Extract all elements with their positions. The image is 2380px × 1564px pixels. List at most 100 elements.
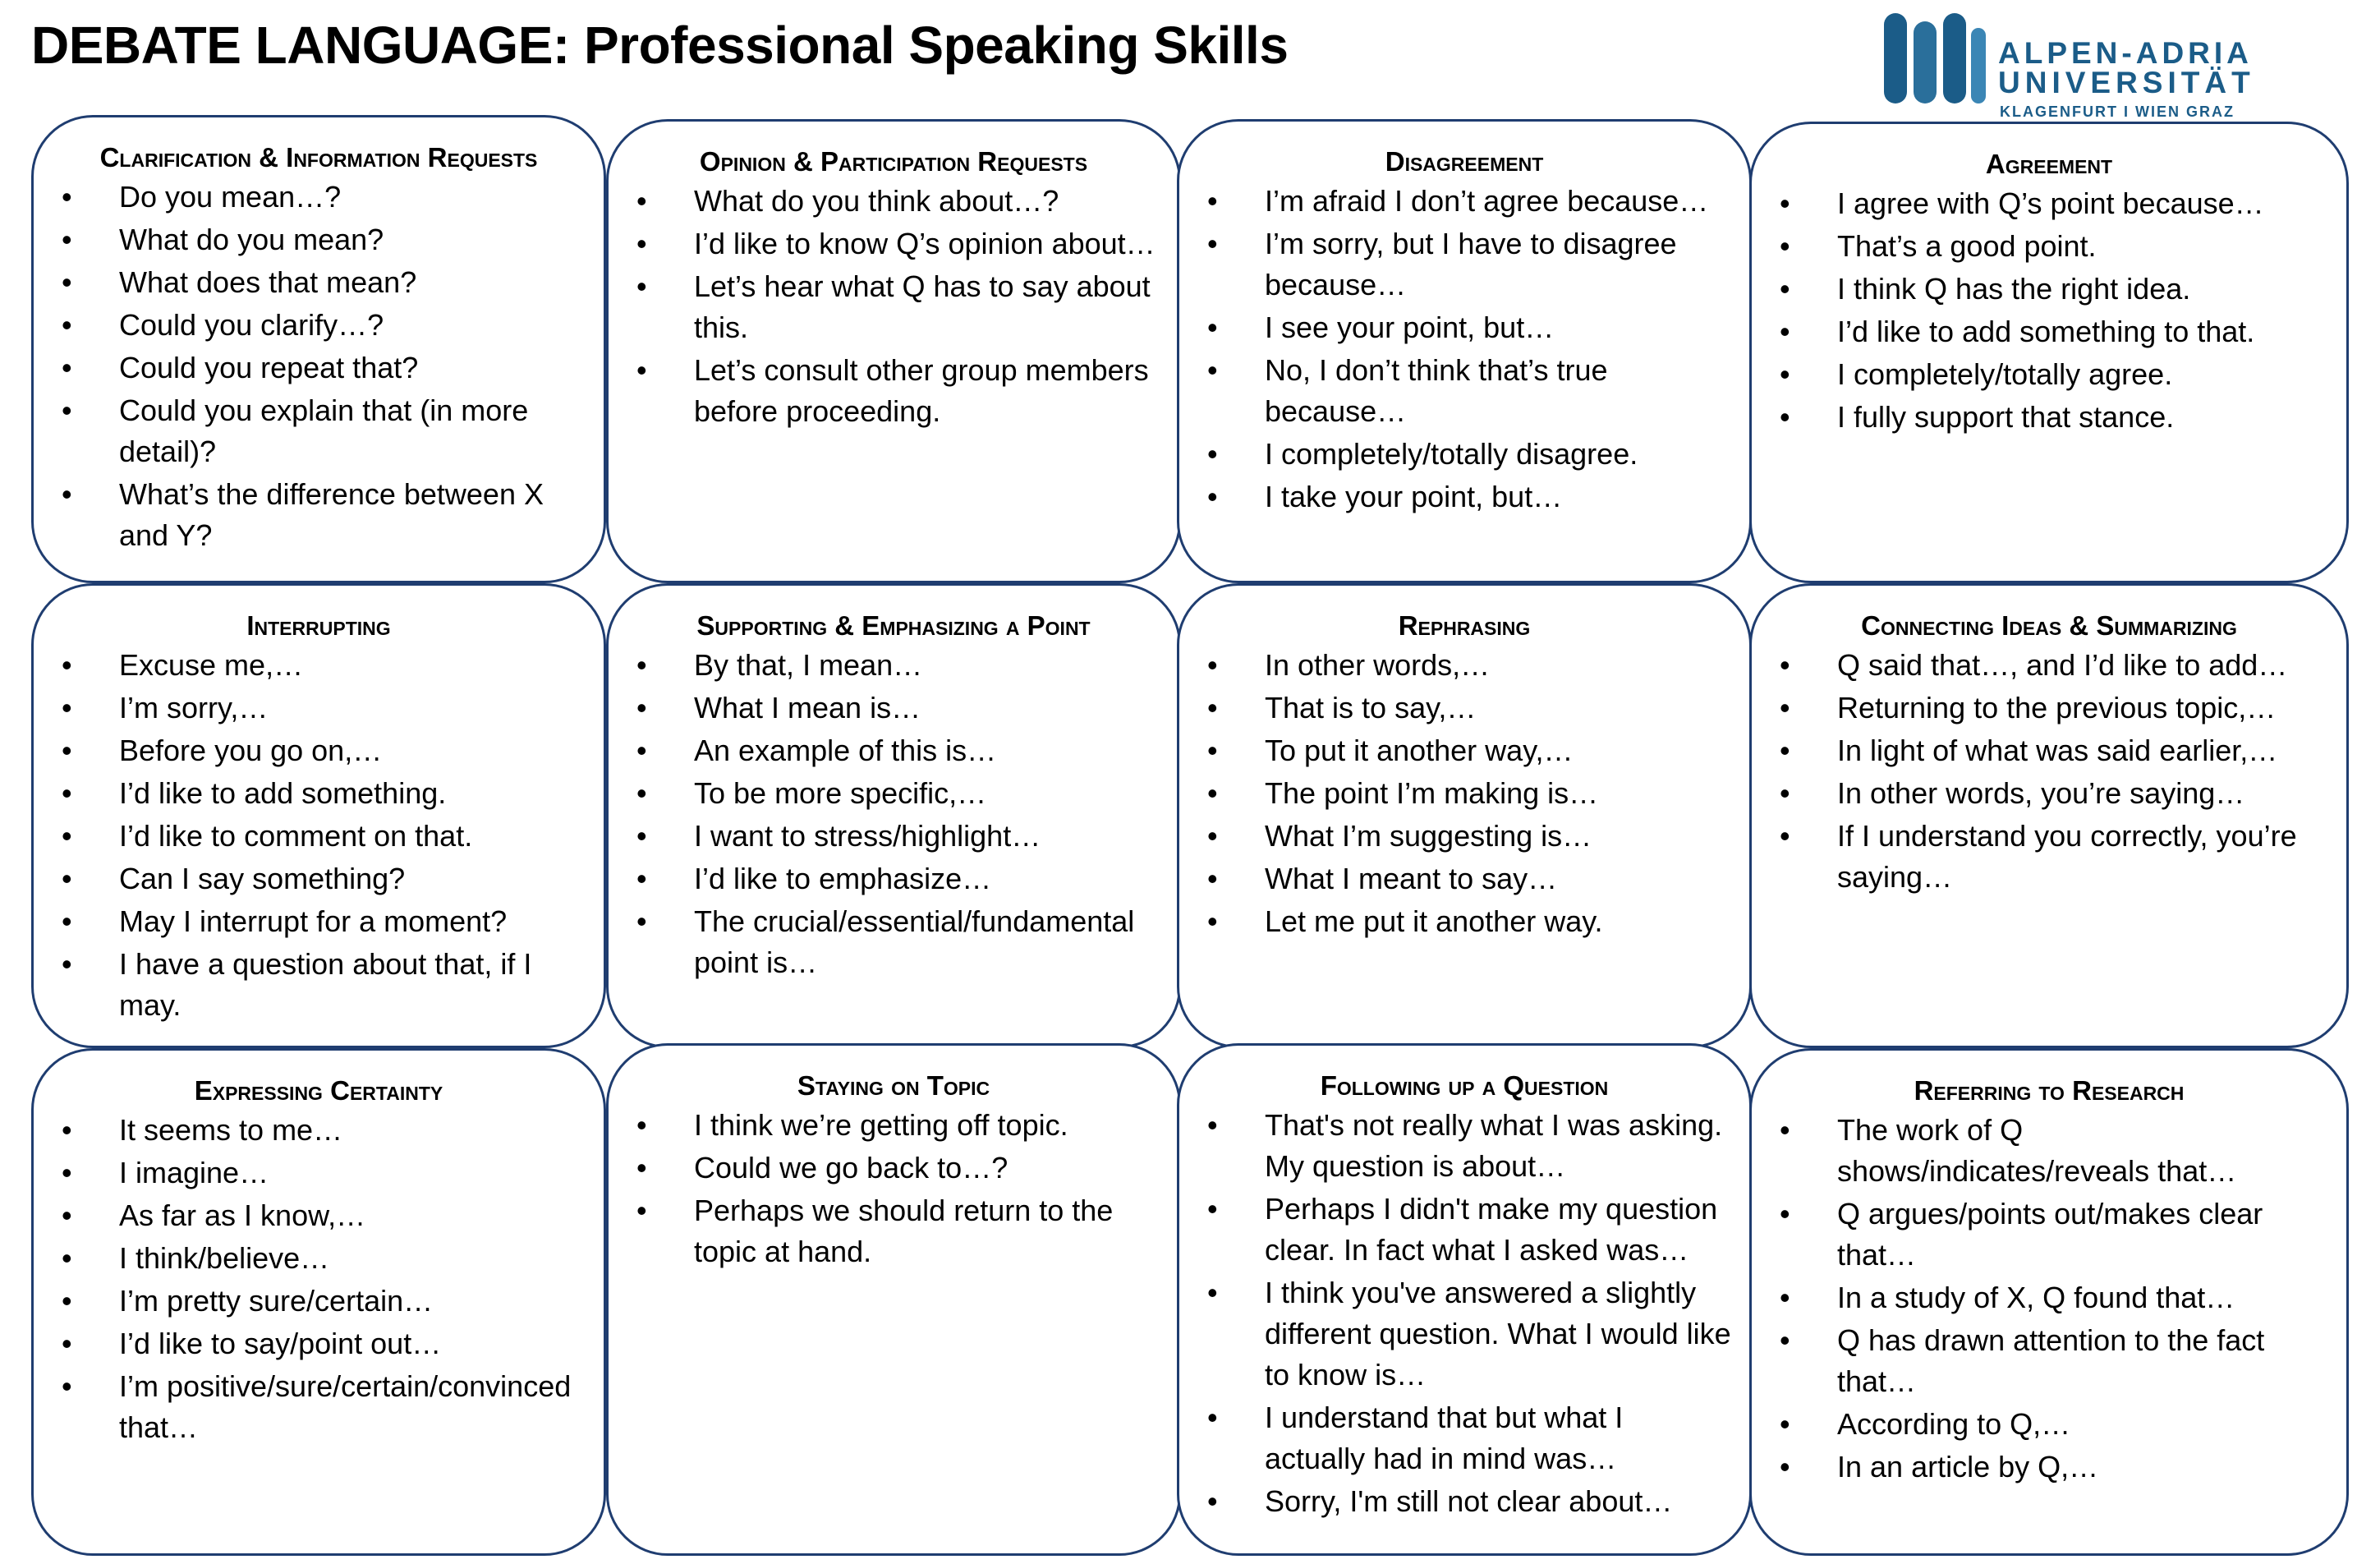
phrase-item: According to Q,… xyxy=(1770,1404,2328,1445)
phrase-list: What do you think about…?I’d like to kno… xyxy=(627,181,1160,432)
phrase-item: Could we go back to…? xyxy=(627,1148,1160,1189)
phrase-item: Could you explain that (in more detail)? xyxy=(52,390,586,472)
phrase-list: It seems to me…I imagine…As far as I kno… xyxy=(52,1110,586,1448)
phrase-item: Q has drawn attention to the fact that… xyxy=(1770,1320,2328,1402)
card-title: Agreement xyxy=(1985,149,2113,179)
phrase-item: I think Q has the right idea. xyxy=(1770,269,2328,310)
phrase-item: I understand that but what I actually ha… xyxy=(1197,1397,1731,1479)
phrase-list: The work of Q shows/indicates/reveals th… xyxy=(1770,1110,2328,1488)
phrase-item: I’m pretty sure/certain… xyxy=(52,1281,586,1322)
phrase-list: I think we’re getting off topic.Could we… xyxy=(627,1105,1160,1272)
phrase-item: Sorry, I'm still not clear about… xyxy=(1197,1481,1731,1522)
phrase-item: I see your point, but… xyxy=(1197,307,1731,348)
phrase-item: The work of Q shows/indicates/reveals th… xyxy=(1770,1110,2328,1192)
phrase-item: An example of this is… xyxy=(627,730,1160,771)
card-supporting: Supporting & Emphasizing a Point By that… xyxy=(606,583,1181,1048)
phrase-list: I agree with Q’s point because…That’s a … xyxy=(1770,183,2328,438)
phrase-item: I agree with Q’s point because… xyxy=(1770,183,2328,224)
phrase-item: Perhaps I didn't make my question clear.… xyxy=(1197,1189,1731,1271)
phrase-item: What’s the difference between X and Y? xyxy=(52,474,586,556)
phrase-list: I’m afraid I don’t agree because…I’m sor… xyxy=(1197,181,1731,518)
phrase-item: In a study of X, Q found that… xyxy=(1770,1277,2328,1318)
logo-text-line2: UNIVERSITÄT xyxy=(1998,66,2255,99)
phrase-item: Do you mean…? xyxy=(52,177,586,218)
phrase-item: Could you repeat that? xyxy=(52,347,586,389)
phrase-item: To be more specific,… xyxy=(627,773,1160,814)
phrase-item: In an article by Q,… xyxy=(1770,1447,2328,1488)
card-title: Opinion & Participation Requests xyxy=(699,146,1088,177)
phrase-item: By that, I mean… xyxy=(627,645,1160,686)
phrase-item: Before you go on,… xyxy=(52,730,586,771)
logo-subtitle: KLAGENFURT I WIEN GRAZ xyxy=(2000,104,2235,120)
logo-text-line1: ALPEN-ADRIA xyxy=(1998,36,2253,70)
phrase-item: What do you mean? xyxy=(52,219,586,260)
phrase-item: I’m positive/sure/certain/convinced that… xyxy=(52,1366,586,1448)
phrase-item: I take your point, but… xyxy=(1197,476,1731,518)
phrase-item: I’m sorry, but I have to disagree becaus… xyxy=(1197,223,1731,306)
phrase-item: The point I’m making is… xyxy=(1197,773,1731,814)
phrase-item: What does that mean? xyxy=(52,262,586,303)
card-title: Following up a Question xyxy=(1320,1070,1609,1101)
phrase-item: I’d like to say/point out… xyxy=(52,1323,586,1364)
card-rephrasing: Rephrasing In other words,…That is to sa… xyxy=(1177,583,1752,1048)
phrase-item: I imagine… xyxy=(52,1152,586,1194)
card-title: Interrupting xyxy=(246,610,391,641)
phrase-item: I’m afraid I don’t agree because… xyxy=(1197,181,1731,222)
phrase-item: In other words, you’re saying… xyxy=(1770,773,2328,814)
phrase-list: Q said that…, and I’d like to add…Return… xyxy=(1770,645,2328,898)
phrase-item: The crucial/essential/fundamental point … xyxy=(627,901,1160,983)
phrase-item: I’d like to emphasize… xyxy=(627,858,1160,899)
phrase-item: I’d like to add something to that. xyxy=(1770,311,2328,352)
phrase-item: I think we’re getting off topic. xyxy=(627,1105,1160,1146)
card-clarification: Clarification & Information Requests Do … xyxy=(31,115,606,583)
phrase-item: That is to say,… xyxy=(1197,688,1731,729)
phrase-item: To put it another way,… xyxy=(1197,730,1731,771)
phrase-item: In other words,… xyxy=(1197,645,1731,686)
phrase-item: Could you clarify…? xyxy=(52,305,586,346)
phrase-item: I want to stress/highlight… xyxy=(627,816,1160,857)
university-logo: ALPEN-ADRIA UNIVERSITÄT KLAGENFURT I WIE… xyxy=(1881,8,2250,120)
page-title: DEBATE LANGUAGE: Professional Speaking S… xyxy=(31,16,1289,75)
phrase-item: Returning to the previous topic,… xyxy=(1770,688,2328,729)
phrase-list: By that, I mean…What I mean is…An exampl… xyxy=(627,645,1160,983)
phrase-item: I’d like to add something. xyxy=(52,773,586,814)
phrase-item: It seems to me… xyxy=(52,1110,586,1151)
card-title: Referring to Research xyxy=(1914,1075,2185,1106)
phrase-item: No, I don’t think that’s true because… xyxy=(1197,350,1731,432)
phrase-item: I’d like to know Q’s opinion about… xyxy=(627,223,1160,264)
phrase-item: Perhaps we should return to the topic at… xyxy=(627,1190,1160,1272)
phrase-item: In light of what was said earlier,… xyxy=(1770,730,2328,771)
phrase-item: Let me put it another way. xyxy=(1197,901,1731,942)
phrase-item: I completely/totally agree. xyxy=(1770,354,2328,395)
phrase-item: Let’s hear what Q has to say about this. xyxy=(627,266,1160,348)
phrase-item: I completely/totally disagree. xyxy=(1197,434,1731,475)
phrase-item: If I understand you correctly, you’re sa… xyxy=(1770,816,2328,898)
card-opinion: Opinion & Participation Requests What do… xyxy=(606,119,1181,583)
card-title: Connecting Ideas & Summarizing xyxy=(1861,610,2237,641)
phrase-item: Q argues/points out/makes clear that… xyxy=(1770,1194,2328,1276)
phrase-item: I’m sorry,… xyxy=(52,688,586,729)
phrase-item: Q said that…, and I’d like to add… xyxy=(1770,645,2328,686)
phrase-item: What I mean is… xyxy=(627,688,1160,729)
card-certainty: Expressing Certainty It seems to me…I im… xyxy=(31,1048,606,1556)
phrase-item: I’d like to comment on that. xyxy=(52,816,586,857)
phrase-item: May I interrupt for a moment? xyxy=(52,901,586,942)
phrase-list: In other words,…That is to say,…To put i… xyxy=(1197,645,1731,942)
card-title: Clarification & Information Requests xyxy=(99,142,538,172)
phrase-list: Excuse me,…I’m sorry,…Before you go on,…… xyxy=(52,645,586,1026)
phrase-item: That’s a good point. xyxy=(1770,226,2328,267)
card-title: Expressing Certainty xyxy=(194,1075,443,1106)
card-connecting: Connecting Ideas & Summarizing Q said th… xyxy=(1749,583,2349,1048)
university-logo-mark xyxy=(1884,13,1986,104)
card-interrupting: Interrupting Excuse me,…I’m sorry,…Befor… xyxy=(31,583,606,1048)
card-title: Staying on Topic xyxy=(797,1070,990,1101)
card-following-up: Following up a Question That's not reall… xyxy=(1177,1043,1752,1556)
card-research: Referring to Research The work of Q show… xyxy=(1749,1048,2349,1556)
phrase-item: That's not really what I was asking. My … xyxy=(1197,1105,1731,1187)
card-disagreement: Disagreement I’m afraid I don’t agree be… xyxy=(1177,119,1752,583)
phrase-item: Can I say something? xyxy=(52,858,586,899)
card-title: Supporting & Emphasizing a Point xyxy=(696,610,1091,641)
phrase-item: What I meant to say… xyxy=(1197,858,1731,899)
card-title: Rephrasing xyxy=(1398,610,1531,641)
phrase-item: I have a question about that, if I may. xyxy=(52,944,586,1026)
